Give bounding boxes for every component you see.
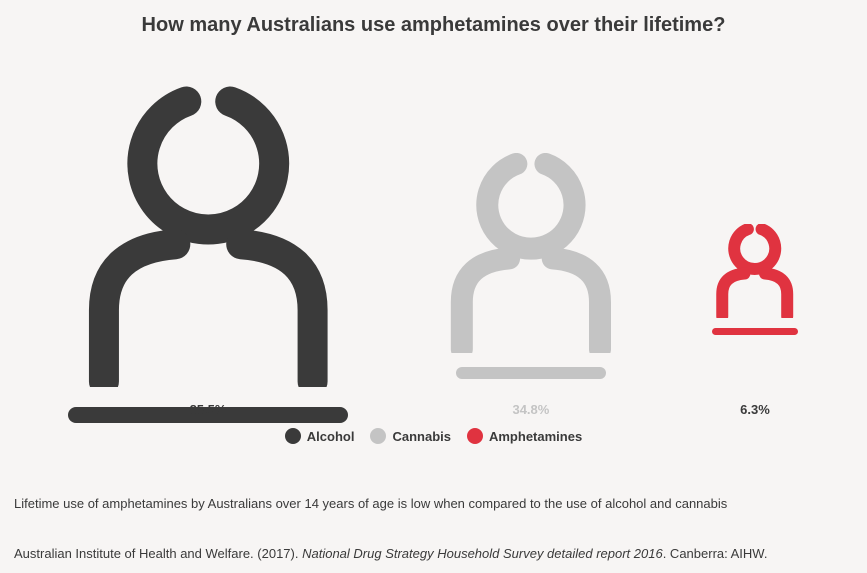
legend: Alcohol Cannabis Amphetamines xyxy=(0,428,867,447)
source-suffix: . Canberra: AIHW. xyxy=(663,546,768,561)
source-prefix: Australian Institute of Health and Welfa… xyxy=(14,546,302,561)
percent-label-alcohol: 85.5% xyxy=(168,402,248,417)
legend-item-amphetamines: Amphetamines xyxy=(467,428,582,444)
legend-dot-icon xyxy=(285,428,301,444)
legend-item-cannabis: Cannabis xyxy=(370,428,451,444)
figure-amphetamines xyxy=(712,224,798,335)
chart-title: How many Australians use amphetamines ov… xyxy=(0,0,867,37)
source-italic: National Drug Strategy Household Survey … xyxy=(302,546,663,561)
figures-area xyxy=(0,43,867,423)
person-icon xyxy=(712,224,797,318)
legend-label: Alcohol xyxy=(307,429,355,444)
underline-bar xyxy=(712,328,798,335)
source-citation: Australian Institute of Health and Welfa… xyxy=(0,546,867,561)
legend-item-alcohol: Alcohol xyxy=(285,428,355,444)
person-icon xyxy=(71,85,346,387)
underline-bar xyxy=(456,367,606,379)
percent-label-amphetamines: 6.3% xyxy=(715,402,795,417)
figure-alcohol xyxy=(68,85,348,423)
description-text: Lifetime use of amphetamines by Australi… xyxy=(0,496,867,511)
legend-label: Cannabis xyxy=(392,429,451,444)
person-icon xyxy=(440,153,622,353)
legend-label: Amphetamines xyxy=(489,429,582,444)
percent-label-cannabis: 34.8% xyxy=(491,402,571,417)
legend-dot-icon xyxy=(370,428,386,444)
figure-cannabis xyxy=(440,153,622,379)
legend-dot-icon xyxy=(467,428,483,444)
